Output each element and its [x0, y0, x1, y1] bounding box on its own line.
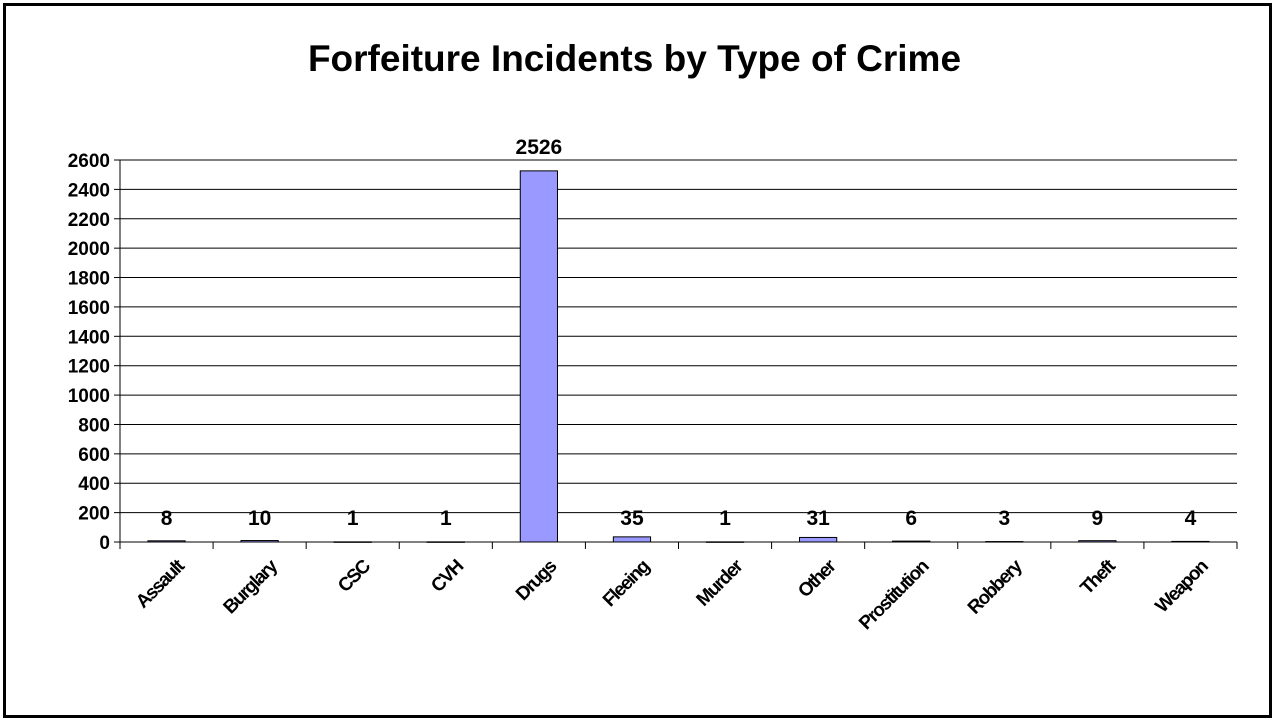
data-label: 1 [719, 507, 731, 530]
y-tick-label: 1800 [68, 269, 110, 290]
category-label: Burglary [220, 555, 283, 618]
y-tick-label: 600 [78, 445, 110, 466]
bar-drugs [519, 170, 558, 543]
data-label: 4 [1185, 507, 1197, 530]
data-label: 31 [806, 507, 830, 530]
category-label: Murder [693, 555, 749, 611]
category-label: Robbery [964, 555, 1027, 618]
y-tick-label: 1000 [68, 386, 110, 407]
y-tick-label: 0 [99, 533, 110, 554]
y-tick-label: 1200 [68, 357, 110, 378]
category-label: Theft [1077, 555, 1121, 599]
axes [114, 159, 1238, 549]
chart-title: Forfeiture Incidents by Type of Crime [307, 38, 962, 79]
category-label: Prostitution [855, 556, 933, 634]
data-label: 6 [905, 507, 917, 530]
category-label: Other [794, 555, 841, 602]
category-label: Fleeing [599, 556, 654, 611]
gridlines [120, 159, 1237, 514]
category-label: Weapon [1152, 556, 1213, 617]
data-label: 10 [248, 507, 271, 530]
data-label: 35 [620, 507, 644, 530]
bars [147, 170, 1210, 543]
bar-fleeing [612, 536, 652, 543]
y-tick-label: 400 [78, 474, 110, 495]
y-tick-label: 2600 [68, 151, 110, 172]
category-label: CSC [334, 555, 375, 596]
labels: 0 200 400 600 800 1000 1200 1400 1600 1800 2000 220… [68, 136, 1213, 634]
data-label: 1 [347, 507, 359, 530]
data-label: 8 [161, 507, 173, 530]
y-tick-label: 2000 [68, 239, 110, 260]
data-label: 1 [440, 507, 452, 530]
category-label: Drugs [512, 556, 561, 605]
data-label: 9 [1092, 507, 1104, 530]
y-tick-label: 200 [78, 504, 110, 525]
chart-frame [3, 3, 1272, 718]
y-tick-label: 2400 [68, 180, 110, 201]
data-label: 3 [998, 507, 1010, 530]
category-label: CVH [427, 556, 468, 597]
y-tick-label: 1400 [68, 327, 110, 348]
bar-other [799, 536, 838, 543]
data-label: 2526 [516, 136, 563, 159]
category-label: Assault [132, 555, 189, 612]
y-tick-label: 2200 [68, 210, 110, 231]
y-tick-label: 1600 [68, 298, 110, 319]
y-tick-label: 800 [78, 415, 110, 436]
